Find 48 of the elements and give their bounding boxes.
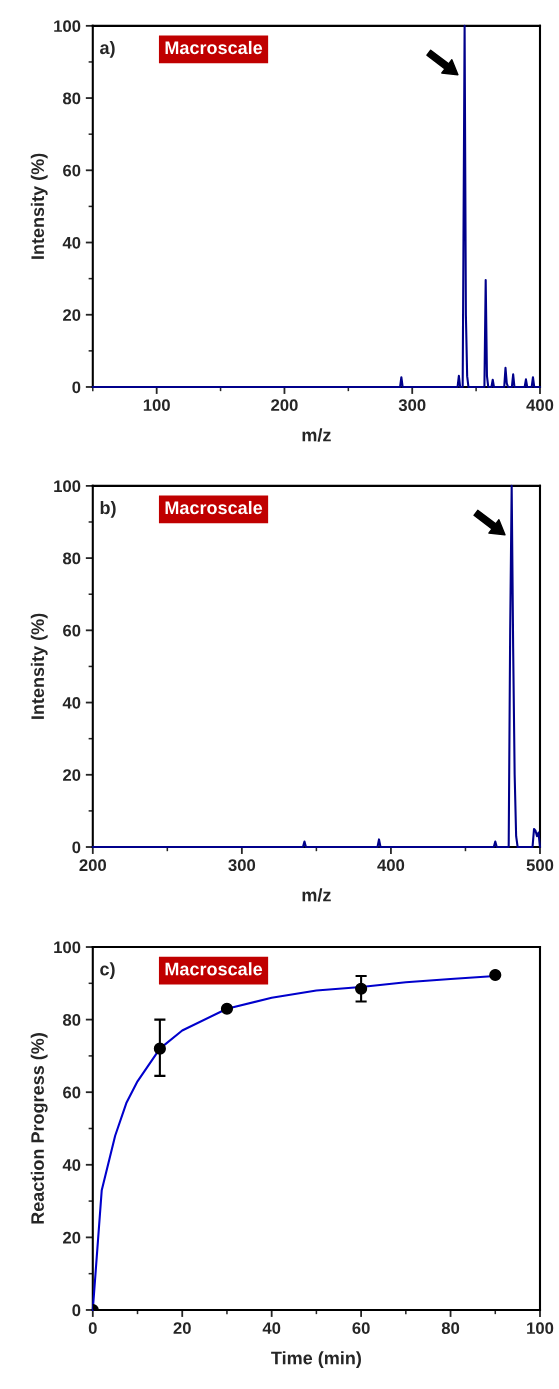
y-tick-label: 20 [63,309,81,321]
annotation: c) [100,962,115,980]
point [489,968,502,982]
y-tick-label: 100 [54,941,81,954]
line-series [91,24,542,389]
x-axis-title: m/z [302,888,331,902]
x-tick-label: 80 [441,1322,460,1335]
y-tick-label: 40 [62,696,81,709]
x-tick-label: 500 [526,859,554,872]
y-tick-label: 0 [72,1304,81,1317]
x-axis-title: Time (min) [271,1351,361,1369]
y-axis-title: Intensity (%) [30,613,48,719]
x-tick-label: 0 [88,1322,97,1335]
y-tick-label: 60 [63,164,81,177]
y-tick-label: 80 [62,552,81,565]
x-tick-label: 100 [527,1322,554,1335]
annotation: Macroscale [165,962,263,976]
y-tick-label: 20 [63,769,81,781]
y-tick-label: 60 [63,1086,81,1099]
y-axis-title: Intensity (%) [30,153,48,259]
x-tick-label: 200 [79,859,107,872]
annotation: a) [100,40,115,58]
y-tick-label: 100 [54,20,81,33]
y-tick-label: 40 [62,236,81,249]
x-tick-label: 200 [271,399,298,412]
x-tick-label: 40 [262,1322,281,1335]
x-tick-label: 100 [143,399,170,412]
y-tick-label: 100 [54,480,81,493]
x-tick-label: 60 [352,1322,370,1335]
x-tick-label: 400 [377,859,405,872]
annotation: Macroscale [165,500,263,515]
x-tick-label: 300 [228,859,256,872]
x-axis-title: m/z [302,428,331,442]
point [220,1002,234,1015]
y-tick-label: 0 [72,841,81,854]
y-tick-label: 60 [63,624,81,637]
annotation: b) [100,500,116,518]
y-tick-label: 80 [62,92,81,105]
y-tick-label: 40 [62,1159,81,1171]
y-tick-label: 0 [72,381,81,394]
x-tick-label: 20 [173,1322,191,1335]
line-series [91,484,542,849]
x-tick-label: 300 [398,399,426,412]
y-tick-label: 80 [62,1014,81,1026]
x-tick-label: 400 [526,399,554,412]
annotation: Macroscale [165,40,263,55]
y-axis-title: Reaction Progress (%) [30,1033,48,1224]
y-tick-label: 20 [63,1231,81,1244]
